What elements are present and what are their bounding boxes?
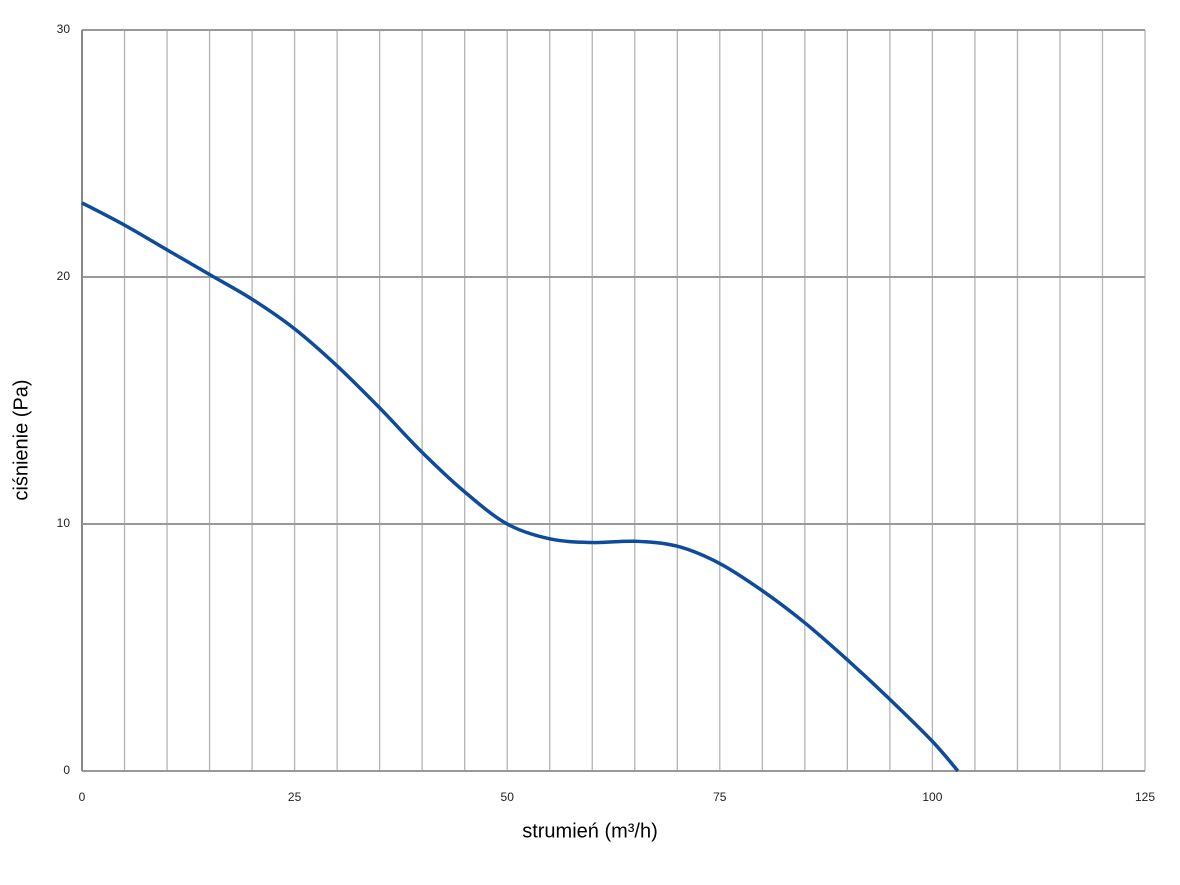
y-tick-label: 10	[57, 516, 71, 530]
y-tick-label: 20	[57, 269, 71, 283]
x-tick-label: 0	[79, 790, 86, 804]
x-axis-label: strumień (m³/h)	[522, 820, 658, 842]
y-axis-label: ciśnienie (Pa)	[10, 379, 32, 500]
y-tick-label: 0	[63, 763, 70, 777]
x-tick-label: 50	[501, 790, 515, 804]
x-tick-label: 75	[713, 790, 727, 804]
x-tick-label: 25	[288, 790, 302, 804]
y-tick-label: 30	[57, 22, 71, 36]
x-tick-label: 125	[1135, 790, 1155, 804]
line	[81, 201, 960, 773]
x-tick-label: 100	[922, 790, 942, 804]
